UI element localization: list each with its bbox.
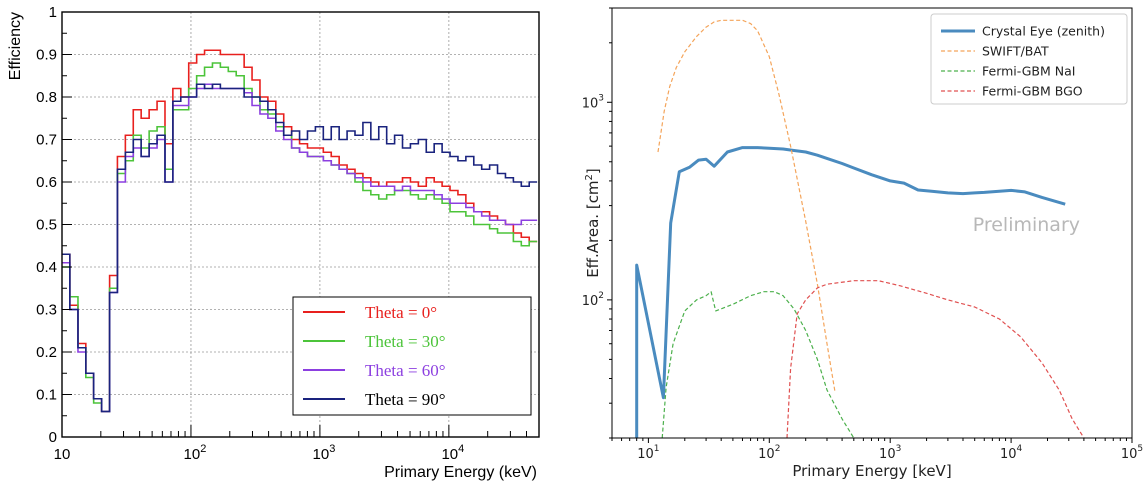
left-y-tick-label: 0.9 [36,47,57,64]
left-y-tick-label: 0.1 [36,387,57,404]
left-legend-label: Theta = 90° [365,390,446,409]
right-legend-label: Fermi-GBM NaI [982,64,1075,79]
right-legend-label: Crystal Eye (zenith) [982,24,1105,39]
left-x-tick-label: 104 [441,443,464,463]
right-y-axis-label: Eff.Area. [cm2] [584,168,602,278]
right-plot-frame [611,7,1133,439]
left-y-tick-label: 0.3 [36,302,57,319]
right-series-line [657,19,836,393]
right-series-group [635,19,1085,438]
left-legend-label: Theta = 0° [365,303,437,322]
left-y-tick-label: 1 [49,4,57,21]
left-legend-box [292,296,532,416]
preliminary-annotation: Preliminary [973,214,1080,236]
left-legend: Theta = 0° Theta = 30° Theta = 60° Theta = … [292,296,532,416]
right-legend-label: SWIFT/BAT [982,44,1049,59]
effective-area-chart: 101 102 103 104 105 102 103 Preliminary Primar… [582,7,1143,480]
right-x-tick-label: 101 [637,444,659,462]
left-y-tick-label: 0.4 [36,259,57,276]
left-legend-label: Theta = 60° [365,361,446,380]
right-x-tick-label: 105 [1121,444,1143,462]
left-axis-ticks: 0 0.1 0.2 0.3 0.4 0.5 0.6 0.7 0.8 0.9 1 10 102 103 104 [36,4,540,463]
right-x-tick-label: 103 [879,444,901,462]
left-series-line [62,49,538,413]
right-axis-ticks: 101 102 103 104 105 102 103 [582,7,1143,462]
left-series-group [62,49,538,413]
right-series-line [786,280,1085,438]
left-x-axis-label: Primary Energy (keV) [384,464,537,481]
left-series-line [62,83,538,413]
right-legend: Crystal Eye (zenith) SWIFT/BAT Fermi-GBM N… [930,13,1128,105]
left-y-tick-label: 0.7 [36,132,57,149]
right-y-axis-label-group: Eff.Area. [cm2] [584,168,602,278]
right-x-tick-label: 102 [758,444,780,462]
right-legend-label: Fermi-GBM BGO [982,84,1083,99]
left-y-tick-label: 0.5 [36,217,57,234]
right-legend-box [930,13,1128,105]
left-y-axis-label: Efficiency [7,12,24,80]
left-x-tick-label: 10 [54,446,71,463]
left-y-tick-label: 0.6 [36,174,57,191]
left-y-tick-label: 0.8 [36,89,57,106]
right-x-axis-label: Primary Energy [keV] [792,462,951,480]
right-series-line [635,146,1066,438]
right-x-tick-label: 104 [1000,444,1023,462]
right-y-tick-label: 103 [582,93,604,111]
left-y-tick-label: 0.2 [36,344,57,361]
left-x-tick-label: 103 [313,443,336,463]
right-y-tick-label: 102 [582,291,604,309]
left-legend-label: Theta = 30° [365,332,446,351]
left-x-tick-label: 102 [184,443,207,463]
efficiency-chart: 0 0.1 0.2 0.3 0.4 0.5 0.6 0.7 0.8 0.9 1 10 102 103 104… [7,4,540,481]
right-series-line [661,291,855,438]
left-y-tick-label: 0 [49,429,57,446]
